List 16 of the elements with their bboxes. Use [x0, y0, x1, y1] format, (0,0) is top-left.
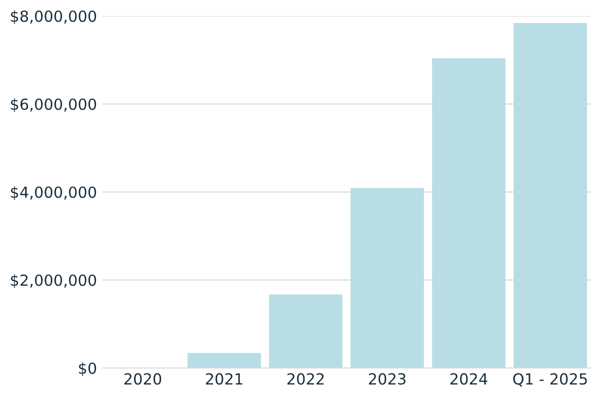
x-tick-label: 2020: [124, 373, 162, 385]
x-tick-label: 2024: [450, 373, 488, 385]
x-tick-label: 2022: [287, 373, 324, 385]
bar: [350, 188, 424, 368]
bar: [188, 353, 261, 368]
y-tick-label: $2,000,000: [10, 274, 96, 288]
y-tick-label: $0: [78, 362, 96, 376]
y-tick-label: $6,000,000: [10, 98, 96, 112]
x-tick-label: 2021: [206, 373, 242, 385]
bar: [269, 294, 342, 368]
y-tick-label: $4,000,000: [10, 186, 96, 200]
x-tick-label: 2023: [368, 373, 406, 385]
x-tick-label: Q1 - 2025: [513, 373, 587, 386]
bar: [432, 58, 506, 368]
y-tick-label: $8,000,000: [10, 10, 96, 24]
bar: [514, 23, 587, 368]
